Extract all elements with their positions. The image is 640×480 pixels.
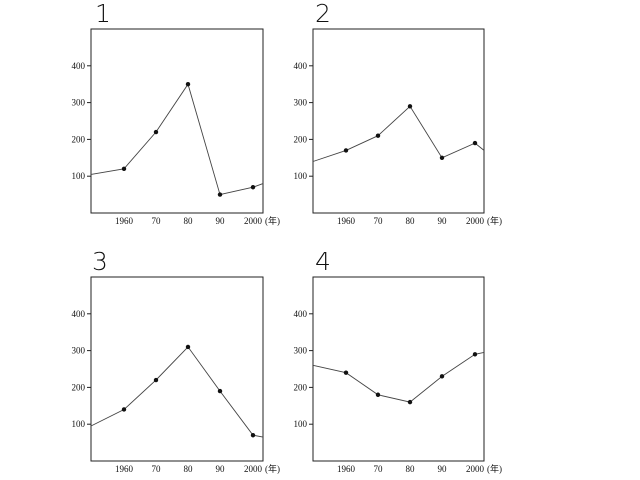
x-tick-label: 70 xyxy=(152,464,162,474)
x-tick-label: 2000 xyxy=(466,464,485,474)
data-point xyxy=(472,352,478,357)
data-point xyxy=(343,370,349,375)
x-tick-label: 80 xyxy=(406,464,416,474)
plot-frame xyxy=(90,276,264,462)
y-tick-label: 100 xyxy=(294,419,308,429)
data-point xyxy=(121,166,127,172)
x-unit-label: (年) xyxy=(265,463,280,474)
x-tick-label: 90 xyxy=(438,216,448,226)
y-tick-label: 400 xyxy=(72,61,86,71)
plot-frame xyxy=(312,28,485,214)
y-tick-label: 400 xyxy=(72,309,86,319)
data-point xyxy=(375,392,381,397)
series-line xyxy=(312,351,485,403)
data-point xyxy=(407,399,413,405)
x-tick-label: 90 xyxy=(216,216,226,226)
y-tick-label: 300 xyxy=(294,98,308,108)
plot-frame xyxy=(90,28,264,214)
x-tick-label: 2000 xyxy=(244,216,263,226)
chart-label: 4 xyxy=(315,247,331,276)
x-tick-label: 70 xyxy=(374,216,384,226)
x-unit-label: (年) xyxy=(265,215,280,226)
x-tick-label: 1960 xyxy=(337,464,356,474)
data-point xyxy=(472,140,478,146)
y-tick-label: 200 xyxy=(294,382,308,392)
y-tick-label: 300 xyxy=(72,346,86,356)
y-tick-label: 100 xyxy=(294,171,308,181)
x-tick-label: 2000 xyxy=(466,216,485,226)
y-tick-label: 400 xyxy=(294,309,308,319)
chart-label: 2 xyxy=(315,0,331,28)
data-point xyxy=(217,388,223,394)
y-tick-label: 400 xyxy=(294,61,308,71)
y-tick-label: 300 xyxy=(72,98,86,108)
x-unit-label: (年) xyxy=(487,215,502,226)
chart-label: 1 xyxy=(95,0,111,28)
x-tick-label: 1960 xyxy=(115,464,134,474)
x-tick-label: 90 xyxy=(438,464,448,474)
data-point xyxy=(153,377,159,383)
series-line xyxy=(312,105,485,162)
data-point xyxy=(185,82,191,87)
data-point xyxy=(250,433,256,438)
data-point xyxy=(343,148,349,153)
x-tick-label: 80 xyxy=(184,464,194,474)
data-point xyxy=(121,407,127,412)
x-tick-label: 1960 xyxy=(337,216,356,226)
y-tick-label: 200 xyxy=(294,134,308,144)
x-unit-label: (年) xyxy=(487,463,502,474)
y-tick-label: 200 xyxy=(72,382,86,392)
data-point xyxy=(407,104,413,109)
chart-panel-1: 1 100 200 300 400 1960 70 80 90 2000 (年) xyxy=(72,0,281,226)
chart-panel-4: 4 100 200 300 400 1960 70 80 90 2000 (年) xyxy=(294,247,503,474)
data-point xyxy=(439,374,445,379)
plot-frame xyxy=(312,276,485,462)
series-line xyxy=(90,83,264,196)
x-tick-label: 80 xyxy=(406,216,416,226)
series-line xyxy=(90,346,264,438)
chart-panel-3: 3 100 200 300 400 1960 70 80 90 2000 (年) xyxy=(72,247,281,474)
data-point xyxy=(375,133,381,138)
y-tick-label: 200 xyxy=(72,134,86,144)
data-point xyxy=(153,129,159,135)
x-tick-label: 80 xyxy=(184,216,194,226)
x-tick-label: 70 xyxy=(152,216,162,226)
data-point xyxy=(185,344,191,350)
chart-label: 3 xyxy=(92,247,108,276)
data-point xyxy=(439,155,445,160)
y-tick-label: 300 xyxy=(294,346,308,356)
chart-panel-2: 2 100 200 300 400 1960 70 80 90 2000 (年) xyxy=(294,0,503,226)
y-tick-label: 100 xyxy=(72,171,86,181)
x-tick-label: 90 xyxy=(216,464,226,474)
x-tick-label: 2000 xyxy=(244,464,263,474)
x-tick-label: 1960 xyxy=(115,216,134,226)
data-point xyxy=(217,192,223,197)
data-point xyxy=(250,185,256,190)
x-tick-label: 70 xyxy=(374,464,384,474)
y-tick-label: 100 xyxy=(72,419,86,429)
